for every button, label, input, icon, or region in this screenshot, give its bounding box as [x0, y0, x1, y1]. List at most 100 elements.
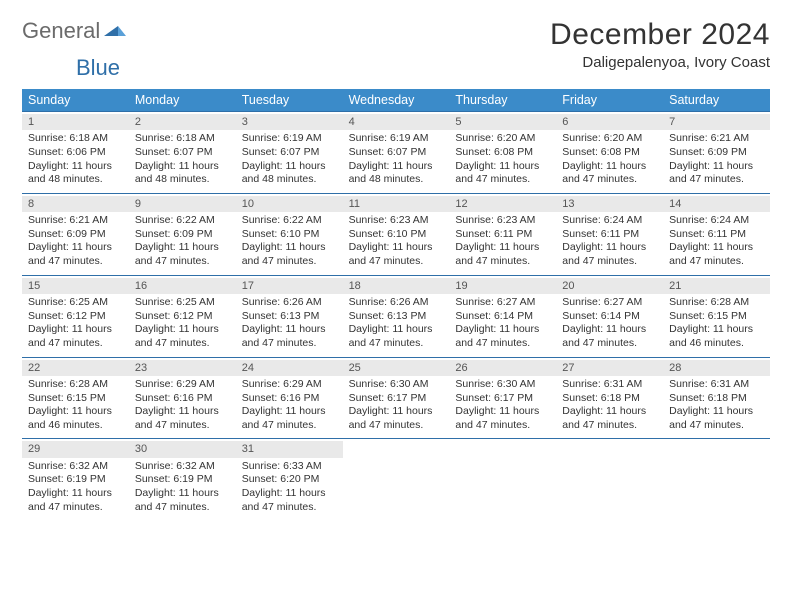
- sunset-text: Sunset: 6:07 PM: [242, 146, 337, 160]
- sunset-text: Sunset: 6:06 PM: [28, 146, 123, 160]
- week-row: 1Sunrise: 6:18 AMSunset: 6:06 PMDaylight…: [22, 111, 770, 193]
- day-cell: 12 Sunrise: 6:23 AMSunset: 6:11 PMDayligh…: [449, 194, 556, 275]
- day-number: 10: [236, 196, 343, 212]
- day-cell: 17Sunrise: 6:26 AMSunset: 6:13 PMDayligh…: [236, 276, 343, 357]
- day-cell: 28Sunrise: 6:31 AMSunset: 6:18 PMDayligh…: [663, 358, 770, 439]
- daylight-text: Daylight: 11 hours and 46 minutes.: [669, 323, 764, 350]
- sunrise-text: Sunrise: 6:31 AM: [669, 378, 764, 392]
- sunset-text: Sunset: 6:17 PM: [349, 392, 444, 406]
- day-body: Sunrise: 6:32 AMSunset: 6:19 PMDaylight:…: [135, 460, 230, 515]
- day-cell: 1Sunrise: 6:18 AMSunset: 6:06 PMDaylight…: [22, 112, 129, 193]
- day-number: 5: [449, 114, 556, 130]
- sunset-text: Sunset: 6:18 PM: [669, 392, 764, 406]
- day-cell: 24Sunrise: 6:29 AMSunset: 6:16 PMDayligh…: [236, 358, 343, 439]
- daylight-text: Daylight: 11 hours and 48 minutes.: [28, 160, 123, 187]
- daylight-text: Daylight: 11 hours and 47 minutes.: [135, 241, 230, 268]
- day-body: Sunrise: 6:18 AMSunset: 6:06 PMDaylight:…: [28, 132, 123, 187]
- day-number: 29: [22, 441, 129, 457]
- day-body: Sunrise: 6:21 AMSunset: 6:09 PMDaylight:…: [669, 132, 764, 187]
- sunrise-text: Sunrise: 6:25 AM: [28, 296, 123, 310]
- day-cell: 20Sunrise: 6:27 AMSunset: 6:14 PMDayligh…: [556, 276, 663, 357]
- day-cell: 26 Sunrise: 6:30 AMSunset: 6:17 PMDayligh…: [449, 358, 556, 439]
- day-body: Sunrise: 6:21 AMSunset: 6:09 PMDaylight:…: [28, 214, 123, 269]
- day-cell: 16Sunrise: 6:25 AMSunset: 6:12 PMDayligh…: [129, 276, 236, 357]
- day-cell: [556, 439, 663, 520]
- sunrise-text: Sunrise: 6:29 AM: [242, 378, 337, 392]
- day-body: Sunrise: 6:30 AMSunset: 6:17 PMDaylight:…: [455, 378, 550, 433]
- day-body: Sunrise: 6:18 AMSunset: 6:07 PMDaylight:…: [135, 132, 230, 187]
- sunrise-text: Sunrise: 6:19 AM: [349, 132, 444, 146]
- sunset-text: Sunset: 6:07 PM: [135, 146, 230, 160]
- sunrise-text: Sunrise: 6:27 AM: [455, 296, 550, 310]
- day-body: Sunrise: 6:20 AMSunset: 6:08 PMDaylight:…: [455, 132, 550, 187]
- sunset-text: Sunset: 6:08 PM: [562, 146, 657, 160]
- daylight-text: Daylight: 11 hours and 47 minutes.: [669, 160, 764, 187]
- day-number: 21: [663, 278, 770, 294]
- month-title: December 2024: [550, 18, 770, 52]
- day-body: Sunrise: 6:33 AMSunset: 6:20 PMDaylight:…: [242, 460, 337, 515]
- day-body: Sunrise: 6:30 AMSunset: 6:17 PMDaylight:…: [349, 378, 444, 433]
- week-row: 29Sunrise: 6:32 AMSunset: 6:19 PMDayligh…: [22, 438, 770, 520]
- sunset-text: Sunset: 6:14 PM: [455, 310, 550, 324]
- day-cell: 25Sunrise: 6:30 AMSunset: 6:17 PMDayligh…: [343, 358, 450, 439]
- day-header: Saturday: [663, 89, 770, 111]
- daylight-text: Daylight: 11 hours and 47 minutes.: [455, 160, 550, 187]
- sunrise-text: Sunrise: 6:30 AM: [349, 378, 444, 392]
- sunset-text: Sunset: 6:17 PM: [455, 392, 550, 406]
- daylight-text: Daylight: 11 hours and 47 minutes.: [562, 241, 657, 268]
- sunset-text: Sunset: 6:19 PM: [28, 473, 123, 487]
- day-cell: 31 Sunrise: 6:33 AMSunset: 6:20 PMDayligh…: [236, 439, 343, 520]
- day-cell: 2Sunrise: 6:18 AMSunset: 6:07 PMDaylight…: [129, 112, 236, 193]
- day-cell: 15Sunrise: 6:25 AMSunset: 6:12 PMDayligh…: [22, 276, 129, 357]
- daylight-text: Daylight: 11 hours and 48 minutes.: [242, 160, 337, 187]
- day-body: Sunrise: 6:31 AMSunset: 6:18 PMDaylight:…: [562, 378, 657, 433]
- day-header: Thursday: [449, 89, 556, 111]
- day-number: 7: [663, 114, 770, 130]
- day-number: 3: [236, 114, 343, 130]
- day-header: Friday: [556, 89, 663, 111]
- day-number: 13: [556, 196, 663, 212]
- day-body: Sunrise: 6:29 AMSunset: 6:16 PMDaylight:…: [135, 378, 230, 433]
- sunrise-text: Sunrise: 6:27 AM: [562, 296, 657, 310]
- sunrise-text: Sunrise: 6:20 AM: [455, 132, 550, 146]
- day-body: Sunrise: 6:22 AMSunset: 6:10 PMDaylight:…: [242, 214, 337, 269]
- day-body: Sunrise: 6:23 AMSunset: 6:11 PMDaylight:…: [455, 214, 550, 269]
- daylight-text: Daylight: 11 hours and 47 minutes.: [562, 323, 657, 350]
- sunset-text: Sunset: 6:16 PM: [242, 392, 337, 406]
- day-number: 18: [343, 278, 450, 294]
- day-cell: 23Sunrise: 6:29 AMSunset: 6:16 PMDayligh…: [129, 358, 236, 439]
- day-number: 28: [663, 360, 770, 376]
- sunrise-text: Sunrise: 6:28 AM: [669, 296, 764, 310]
- sunrise-text: Sunrise: 6:31 AM: [562, 378, 657, 392]
- day-number: 12: [449, 196, 556, 212]
- daylight-text: Daylight: 11 hours and 47 minutes.: [135, 323, 230, 350]
- sunrise-text: Sunrise: 6:23 AM: [349, 214, 444, 228]
- week-row: 22Sunrise: 6:28 AMSunset: 6:15 PMDayligh…: [22, 357, 770, 439]
- sunrise-text: Sunrise: 6:33 AM: [242, 460, 337, 474]
- day-number: 24: [236, 360, 343, 376]
- day-cell: 13Sunrise: 6:24 AMSunset: 6:11 PMDayligh…: [556, 194, 663, 275]
- day-body: Sunrise: 6:19 AMSunset: 6:07 PMDaylight:…: [349, 132, 444, 187]
- sunset-text: Sunset: 6:13 PM: [242, 310, 337, 324]
- day-cell: 11Sunrise: 6:23 AMSunset: 6:10 PMDayligh…: [343, 194, 450, 275]
- daylight-text: Daylight: 11 hours and 47 minutes.: [242, 487, 337, 514]
- weeks-container: 1Sunrise: 6:18 AMSunset: 6:06 PMDaylight…: [22, 111, 770, 520]
- sunrise-text: Sunrise: 6:23 AM: [455, 214, 550, 228]
- sunset-text: Sunset: 6:10 PM: [242, 228, 337, 242]
- brand-mark-icon: [104, 20, 126, 43]
- sunrise-text: Sunrise: 6:19 AM: [242, 132, 337, 146]
- daylight-text: Daylight: 11 hours and 47 minutes.: [455, 323, 550, 350]
- sunrise-text: Sunrise: 6:21 AM: [28, 214, 123, 228]
- day-cell: 9Sunrise: 6:22 AMSunset: 6:09 PMDaylight…: [129, 194, 236, 275]
- daylight-text: Daylight: 11 hours and 48 minutes.: [135, 160, 230, 187]
- daylight-text: Daylight: 11 hours and 47 minutes.: [28, 323, 123, 350]
- sunrise-text: Sunrise: 6:32 AM: [28, 460, 123, 474]
- calendar: Sunday Monday Tuesday Wednesday Thursday…: [22, 89, 770, 520]
- sunset-text: Sunset: 6:18 PM: [562, 392, 657, 406]
- sunset-text: Sunset: 6:09 PM: [135, 228, 230, 242]
- day-number: 31: [236, 441, 343, 457]
- day-number: 26: [449, 360, 556, 376]
- sunrise-text: Sunrise: 6:21 AM: [669, 132, 764, 146]
- daylight-text: Daylight: 11 hours and 48 minutes.: [349, 160, 444, 187]
- day-cell: 10 Sunrise: 6:22 AMSunset: 6:10 PMDayligh…: [236, 194, 343, 275]
